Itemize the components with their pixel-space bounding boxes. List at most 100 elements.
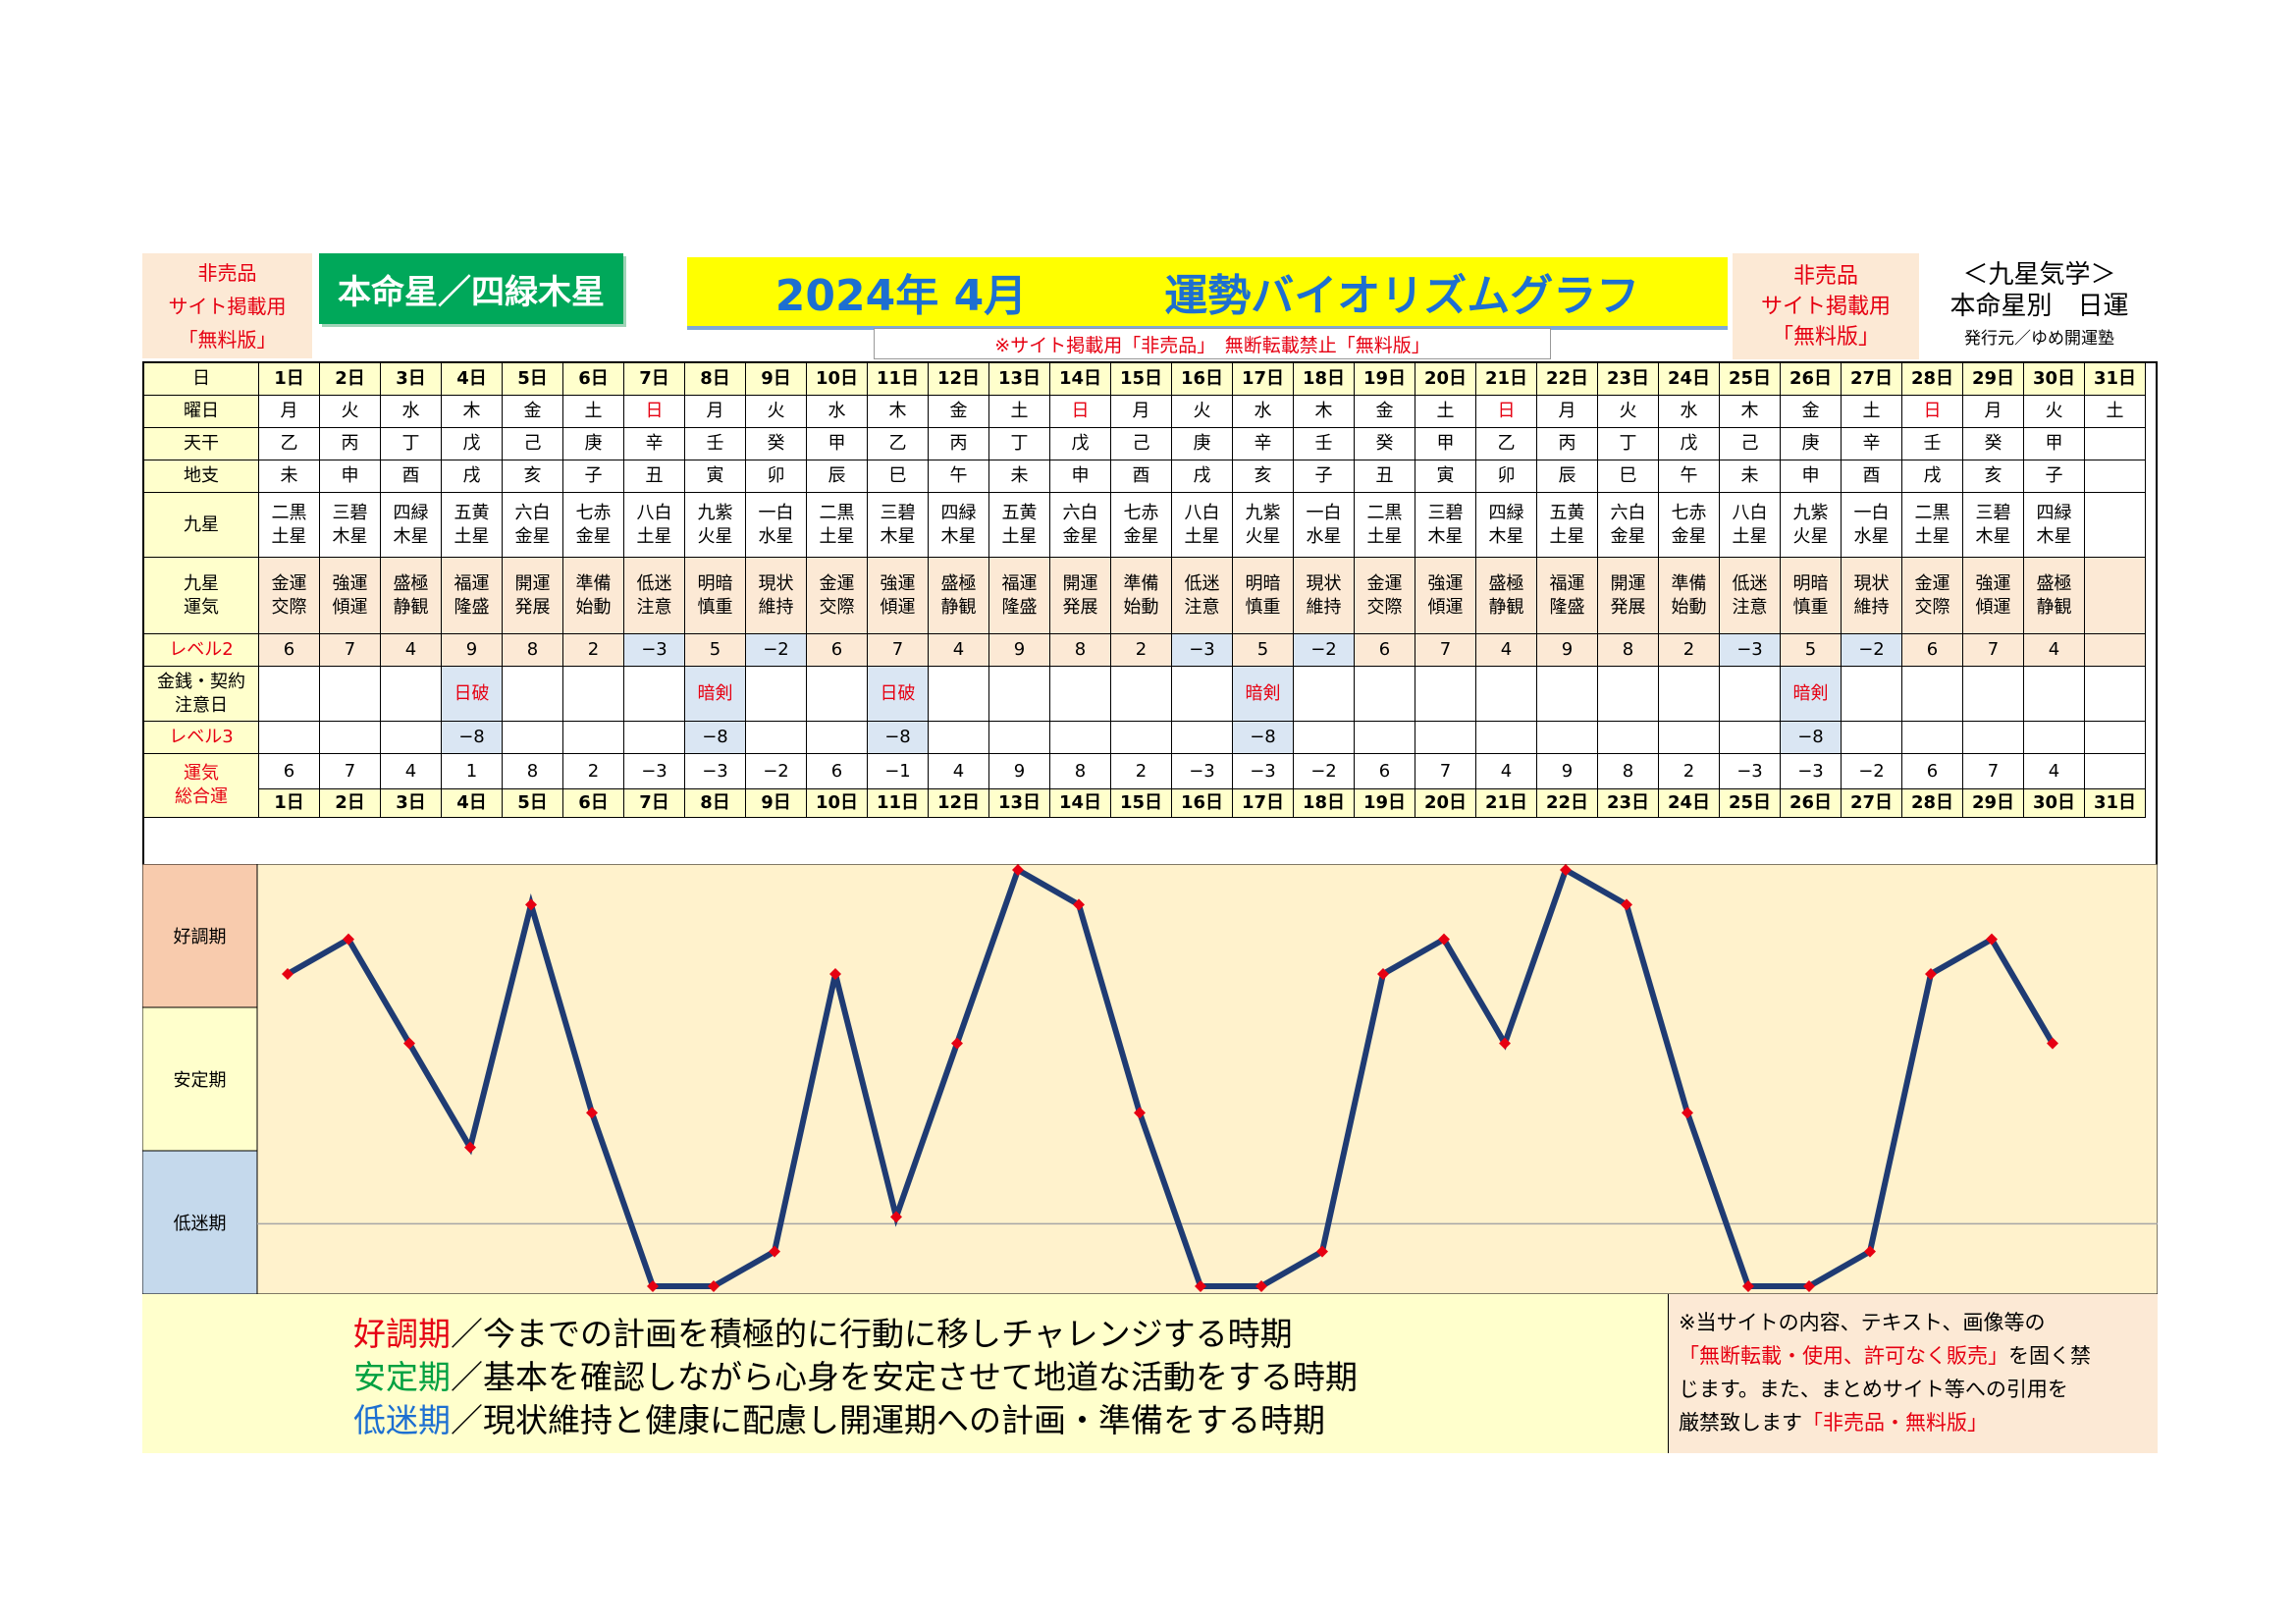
header-notice: ※サイト掲載用「非売品」 無断転載禁止「無料版」 [874, 328, 1551, 359]
sogo-cell: 8 [503, 754, 563, 789]
weekdays-cell: 月 [1537, 396, 1598, 428]
day-header: 28日 [1902, 363, 1963, 396]
data-point [464, 1141, 476, 1154]
tenkan-cell: 壬 [1902, 428, 1963, 460]
day-header: 15日 [1111, 363, 1172, 396]
kyusei-cell: 五黄 土星 [1537, 493, 1598, 558]
kinsen-cell [1294, 667, 1355, 722]
day-header: 18日 [1294, 363, 1355, 396]
chishi-cell: 丑 [1355, 460, 1415, 493]
unki-cell: 開運 発展 [503, 558, 563, 634]
kyusei-cell: 四緑 木星 [381, 493, 442, 558]
unki-cell: 明暗 慎重 [1781, 558, 1842, 634]
kinsen-cell [381, 667, 442, 722]
level3-cell: −8 [1233, 722, 1294, 754]
sogo-cell: 9 [989, 754, 1050, 789]
sogo-cell: −3 [1781, 754, 1842, 789]
level2-cell: 5 [1233, 634, 1294, 667]
sogo-cell [2085, 754, 2146, 789]
chishi-cell: 未 [259, 460, 320, 493]
level3-cell [2085, 722, 2146, 754]
day-header: 14日 [1050, 363, 1111, 396]
kinsen-cell: 暗剣 [1781, 667, 1842, 722]
sogo-cell: 4 [929, 754, 989, 789]
unki-cell: 準備 始動 [1659, 558, 1720, 634]
unki-cell: 低迷 注意 [1172, 558, 1233, 634]
unki-cell: 準備 始動 [1111, 558, 1172, 634]
level2-cell: 4 [2024, 634, 2085, 667]
tenkan-cell: 壬 [1294, 428, 1355, 460]
notice-line-4-text: 厳禁致します [1679, 1411, 1802, 1435]
chishi-cell: 酉 [1111, 460, 1172, 493]
day-header: 21日 [1476, 789, 1537, 818]
weekdays-cell: 月 [685, 396, 746, 428]
data-point [951, 1037, 963, 1050]
day-header: 19日 [1355, 363, 1415, 396]
level2-cell: 8 [503, 634, 563, 667]
label-line-2: サイト掲載用 [1760, 294, 1891, 319]
sogo-cell: −3 [624, 754, 685, 789]
kinsen-cell [624, 667, 685, 722]
data-point [586, 1107, 598, 1119]
day-header: 12日 [929, 789, 989, 818]
sogo-cell: 6 [1355, 754, 1415, 789]
level3-cell [259, 722, 320, 754]
day-header: 9日 [746, 363, 807, 396]
level2-cell: 6 [807, 634, 868, 667]
unki-cell: 強運 傾運 [1415, 558, 1476, 634]
data-point [1864, 1245, 1876, 1258]
sogo-cell: −3 [1172, 754, 1233, 789]
label-line-2: サイト掲載用 [168, 294, 287, 318]
level2-cell: 7 [868, 634, 929, 667]
side-line-1: ＜九星気学＞ [1962, 260, 2116, 290]
zone-2 [141, 1150, 258, 1295]
chishi-cell: 子 [2024, 460, 2085, 493]
weekdays-cell: 土 [989, 396, 1050, 428]
kinsen-cell [1598, 667, 1659, 722]
day-header: 6日 [563, 363, 624, 396]
kyusei-cell: 四緑 木星 [2024, 493, 2085, 558]
day-header: 1日 [259, 789, 320, 818]
level2-cell: 7 [1415, 634, 1476, 667]
row-label-day: 日 [144, 363, 259, 396]
tenkan-cell: 癸 [1355, 428, 1415, 460]
day-header: 5日 [503, 363, 563, 396]
data-point [1134, 1107, 1146, 1119]
level2-cell: 9 [1537, 634, 1598, 667]
sogo-cell: 4 [1476, 754, 1537, 789]
day-header: 17日 [1233, 789, 1294, 818]
level2-cell: 5 [1781, 634, 1842, 667]
kyusei-cell: 二黒 土星 [1355, 493, 1415, 558]
kinsen-cell [1963, 667, 2024, 722]
tenkan-cell: 戊 [1659, 428, 1720, 460]
unki-cell: 低迷 注意 [1720, 558, 1781, 634]
tenkan-cell: 辛 [1233, 428, 1294, 460]
day-header: 21日 [1476, 363, 1537, 396]
kinsen-cell: 暗剣 [685, 667, 746, 722]
level3-cell [1598, 722, 1659, 754]
unki-cell: 現状 維持 [1294, 558, 1355, 634]
level2-cell: 2 [1111, 634, 1172, 667]
unki-cell: 強運 傾運 [320, 558, 381, 634]
unki-cell: 準備 始動 [563, 558, 624, 634]
level3-cell: −8 [868, 722, 929, 754]
row-label-weekday: 曜日 [144, 396, 259, 428]
day-header: 22日 [1537, 363, 1598, 396]
weekdays-cell: 火 [320, 396, 381, 428]
data-point [708, 1280, 720, 1292]
sogo-cell: 6 [807, 754, 868, 789]
day-header: 29日 [1963, 789, 2024, 818]
weekdays-cell: 水 [807, 396, 868, 428]
kyusei-cell: 五黄 土星 [442, 493, 503, 558]
kinsen-cell [1537, 667, 1598, 722]
notice-line-1: ※当サイトの内容、テキスト、画像等の [1679, 1311, 2046, 1334]
tenkan-cell: 己 [1720, 428, 1781, 460]
weekdays-cell: 土 [1842, 396, 1902, 428]
biorhythm-chart: 好調期 安定期 低迷期 [141, 863, 2159, 1295]
page-title: 2024年 4月 運勢バイオリズムグラフ [687, 257, 1728, 326]
level3-cell [1537, 722, 1598, 754]
level3-cell [624, 722, 685, 754]
chishi-cell: 卯 [746, 460, 807, 493]
kyusei-cell: 三碧 木星 [868, 493, 929, 558]
tenkan-cell: 辛 [1842, 428, 1902, 460]
